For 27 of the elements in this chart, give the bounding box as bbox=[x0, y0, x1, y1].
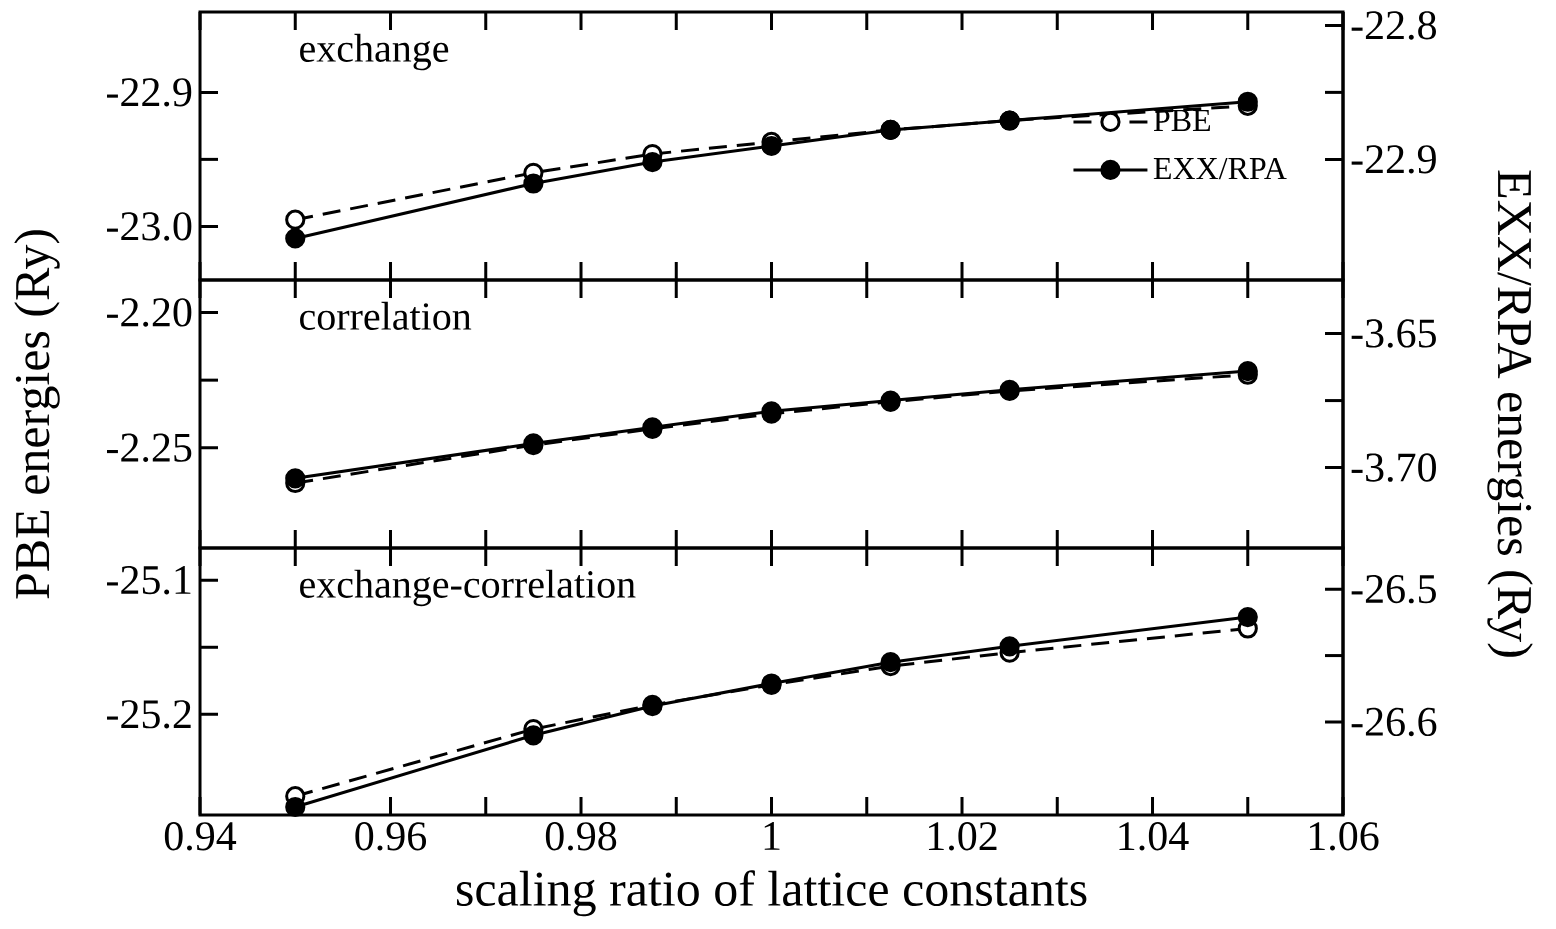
x-tick-label: 1.04 bbox=[1119, 822, 1189, 851]
y2-tick-label: -22.9 bbox=[1351, 145, 1436, 174]
x-axis-title: scaling ratio of lattice constants bbox=[456, 870, 1087, 917]
legend-label: EXX/RPA bbox=[1153, 157, 1287, 180]
y-tick-label: -23.0 bbox=[107, 212, 192, 241]
y-tick-label: -25.2 bbox=[107, 700, 191, 729]
y2-tick-label: -22.8 bbox=[1351, 11, 1436, 40]
y2-tick-label: -3.65 bbox=[1351, 319, 1436, 348]
x-tick-label: 1 bbox=[764, 822, 780, 850]
text: exchange bbox=[300, 33, 449, 71]
y-tick-label: -2.25 bbox=[107, 433, 192, 463]
y2-axis-title: EXX/RPA energies (Ry) bbox=[1487, 170, 1533, 657]
chart-title: exchange-correlation bbox=[300, 569, 636, 607]
x-tick-label: 0.96 bbox=[355, 822, 427, 851]
y2-tick-label: -26.6 bbox=[1351, 707, 1437, 737]
y2-tick-label: -3.70 bbox=[1351, 453, 1436, 482]
legend-label: PBE bbox=[1153, 109, 1211, 131]
x-tick-label: 0.94 bbox=[164, 822, 237, 851]
y-tick-label: -2.20 bbox=[107, 298, 192, 327]
y-tick-label: -22.9 bbox=[107, 78, 192, 107]
y2-tick-label: -26.5 bbox=[1351, 574, 1436, 604]
y-axis-title: PBE energies (Ry) bbox=[14, 230, 60, 599]
x-tick-label: 1.02 bbox=[928, 822, 997, 851]
y-tick-label: -25.1 bbox=[107, 565, 191, 595]
chart-title: correlation bbox=[300, 301, 472, 330]
x-tick-label: 0.98 bbox=[545, 822, 617, 851]
x-tick-label: 1.06 bbox=[1309, 822, 1379, 851]
